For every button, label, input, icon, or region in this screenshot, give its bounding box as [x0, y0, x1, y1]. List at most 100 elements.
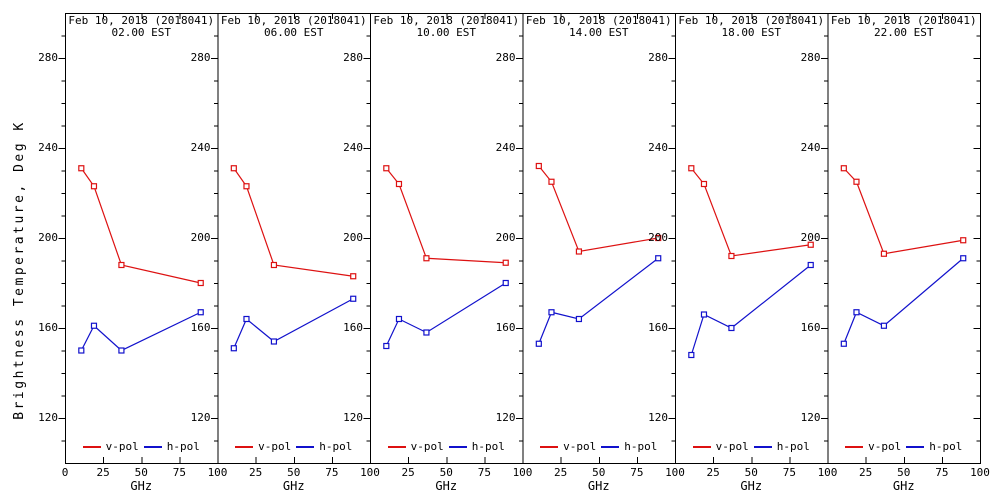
y-tick-label: 280 — [495, 51, 516, 64]
x-tick-label: 50 — [592, 466, 606, 479]
x-axis-title: GHz — [130, 479, 153, 493]
y-tick-label: 280 — [800, 51, 821, 64]
x-tick-label: 100 — [970, 466, 990, 479]
y-tick-label: 120 — [38, 411, 58, 424]
x-tick-label: 50 — [439, 466, 453, 479]
hpol-marker — [575, 315, 583, 323]
x-axis-title: GHz — [587, 479, 610, 493]
hpol-line — [80, 311, 201, 352]
x-tick-label: 100 — [665, 466, 685, 479]
y-tick-label: 160 — [190, 321, 211, 334]
vpol-legend-line — [387, 446, 406, 448]
hpol-legend-label: h-pol — [776, 440, 810, 453]
hpol-marker — [840, 340, 847, 347]
y-tick-label: 120 — [495, 411, 516, 424]
hpol-marker — [728, 324, 735, 332]
y-tick-label: 200 — [800, 231, 821, 244]
y-tick-label: 200 — [38, 231, 58, 244]
vpol-legend-label: v-pol — [715, 440, 749, 453]
x-tick-label: 25 — [554, 466, 568, 479]
hpol-marker — [230, 345, 237, 352]
vpol-marker — [90, 183, 98, 190]
hpol-line — [385, 282, 507, 347]
vpol-marker — [688, 165, 695, 172]
vpol-line — [80, 167, 201, 284]
hpol-marker — [78, 347, 85, 354]
y-tick-label: 160 — [343, 321, 363, 334]
hpol-line — [690, 264, 812, 356]
hpol-marker — [90, 322, 98, 329]
hpol-line — [538, 257, 659, 344]
hpol-legend-line — [296, 446, 315, 448]
x-tick-label: 25 — [706, 466, 720, 479]
vpol-marker — [807, 241, 814, 248]
x-tick-label: 25 — [96, 466, 110, 479]
vpol-marker — [197, 279, 204, 287]
vpol-marker — [840, 165, 847, 172]
x-tick-label: 75 — [172, 466, 186, 479]
vpol-marker — [853, 178, 860, 185]
hpol-marker — [688, 351, 695, 359]
panel-legend: v-pol h-pol — [71, 441, 212, 453]
x-tick-label: 100 — [207, 466, 228, 479]
y-tick-label: 280 — [38, 51, 58, 64]
vpol-legend-label: v-pol — [563, 440, 597, 453]
y-tick-label: 200 — [648, 231, 668, 244]
y-tick-label: 240 — [800, 141, 821, 154]
panel-legend: v-pol h-pol — [834, 441, 975, 453]
y-tick-label: 240 — [343, 141, 363, 154]
hpol-marker — [960, 255, 967, 262]
hpol-line — [233, 298, 354, 349]
y-tick-label: 200 — [343, 231, 363, 244]
y-tick-label: 120 — [800, 411, 821, 424]
vpol-marker — [548, 178, 555, 185]
hpol-legend-line — [143, 446, 162, 448]
panel-title-time: 10.00 EST — [416, 26, 477, 39]
vpol-line — [690, 167, 811, 257]
panel-legend: v-pol h-pol — [376, 441, 517, 453]
panel-title-date: Feb 10, 2018 (2018041) — [525, 14, 672, 27]
vpol-line — [385, 167, 506, 264]
x-tick-label: 25 — [401, 466, 415, 479]
hpol-marker — [383, 342, 390, 350]
vpol-legend-line — [82, 446, 101, 448]
panel-title-date: Feb 10, 2018 (2018041) — [373, 14, 520, 27]
vpol-legend-label: v-pol — [258, 440, 292, 453]
vpol-marker — [243, 183, 250, 190]
vpol-marker — [395, 180, 403, 188]
x-tick-label: 100 — [512, 466, 533, 479]
vpol-marker — [230, 165, 237, 172]
y-tick-label: 280 — [648, 51, 668, 64]
x-tick-label: 25 — [859, 466, 873, 479]
y-axis-title: Brightness Temperature, Deg K — [12, 120, 27, 420]
x-tick-label: 75 — [935, 466, 949, 479]
x-tick-label: 25 — [249, 466, 263, 479]
vpol-marker — [118, 261, 125, 269]
x-tick-label: 100 — [360, 466, 380, 479]
panel-title-date: Feb 10, 2018 (2018041) — [68, 14, 215, 27]
x-tick-label: 50 — [287, 466, 301, 479]
x-axis-title: GHz — [435, 479, 458, 493]
vpol-marker — [728, 252, 735, 260]
vpol-marker — [270, 261, 278, 269]
panel-title-time: 18.00 EST — [721, 26, 782, 39]
hpol-line — [843, 257, 964, 344]
vpol-marker — [502, 259, 509, 266]
x-tick-label: 100 — [817, 466, 838, 479]
panel-title-time: 06.00 EST — [263, 26, 324, 39]
vpol-legend-line — [845, 446, 864, 448]
hpol-marker — [853, 309, 860, 316]
hpol-marker — [700, 311, 708, 318]
x-tick-label: 0 — [61, 466, 69, 479]
panel-title-time: 14.00 EST — [568, 26, 629, 39]
hpol-marker — [270, 338, 278, 345]
vpol-legend-label: v-pol — [410, 440, 444, 453]
y-tick-label: 240 — [648, 141, 668, 154]
panel-legend: v-pol h-pol — [529, 441, 670, 453]
hpol-marker — [350, 295, 357, 302]
y-tick-label: 200 — [190, 231, 211, 244]
x-tick-label: 50 — [134, 466, 148, 479]
hpol-legend-line — [448, 446, 467, 448]
vpol-marker — [383, 165, 390, 172]
